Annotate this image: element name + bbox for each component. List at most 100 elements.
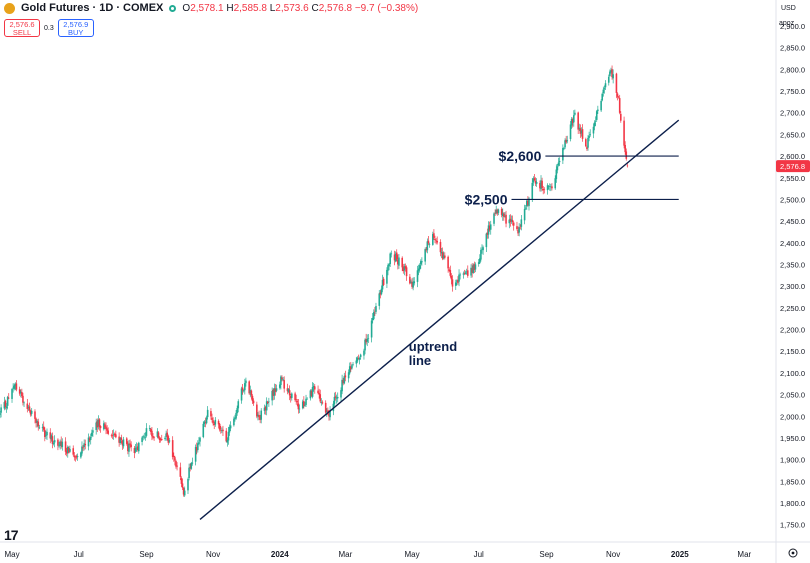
candle-body bbox=[104, 424, 106, 428]
candle-body bbox=[212, 420, 214, 424]
candle-body bbox=[604, 83, 607, 88]
y-tick-label: 2,850.0 bbox=[780, 44, 805, 53]
candle-body bbox=[444, 255, 446, 258]
x-tick-label: Nov bbox=[206, 550, 220, 559]
buy-button[interactable]: 2,576.9 BUY bbox=[57, 19, 94, 37]
candle-body bbox=[532, 178, 535, 183]
candle-body bbox=[133, 448, 136, 453]
candle-body bbox=[463, 273, 466, 275]
candle-body bbox=[189, 467, 191, 468]
candle-body bbox=[451, 279, 454, 287]
candle-body bbox=[602, 89, 605, 94]
symbol-header[interactable]: Gold Futures · 1D · COMEX O2,578.1 H2,58… bbox=[4, 2, 418, 14]
candle-body bbox=[358, 358, 361, 360]
x-tick-label: Jul bbox=[74, 550, 84, 559]
candle-body bbox=[547, 186, 550, 187]
candle-body bbox=[229, 425, 232, 429]
candle-body bbox=[153, 437, 155, 438]
candle-body bbox=[359, 354, 362, 358]
candle-body bbox=[600, 100, 602, 111]
sell-label: SELL bbox=[12, 28, 32, 37]
candle-body bbox=[411, 281, 413, 287]
x-tick-label: 2024 bbox=[271, 550, 289, 559]
candle-body bbox=[334, 396, 337, 398]
candle-body bbox=[166, 432, 169, 437]
candle-body bbox=[98, 419, 101, 428]
candle-body bbox=[585, 139, 587, 147]
candle-body bbox=[226, 439, 229, 443]
candle-body bbox=[83, 443, 85, 447]
candle-body bbox=[319, 394, 322, 402]
candle-body bbox=[456, 280, 458, 282]
candle-body bbox=[610, 70, 612, 73]
candle-body bbox=[87, 437, 90, 447]
candle-body bbox=[489, 224, 492, 230]
tradingview-logo[interactable]: 17 bbox=[4, 527, 19, 543]
candle-body bbox=[510, 219, 513, 222]
candle-body bbox=[66, 446, 69, 453]
candle-body bbox=[60, 441, 63, 446]
unit-label[interactable]: apoz bbox=[779, 20, 795, 27]
candle-body bbox=[19, 391, 22, 394]
candle-body bbox=[195, 447, 198, 451]
candle-body bbox=[372, 312, 375, 319]
candle-body bbox=[249, 389, 252, 394]
symbol-title[interactable]: Gold Futures · 1D · COMEX bbox=[21, 2, 164, 14]
buy-price: 2,576.9 bbox=[63, 20, 89, 29]
candle-body bbox=[342, 380, 344, 384]
candle-body bbox=[57, 439, 59, 446]
candle-body bbox=[46, 431, 48, 436]
last-price-tag bbox=[776, 160, 810, 173]
candle-body bbox=[179, 467, 182, 477]
sell-button[interactable]: 2,576.6 SELL bbox=[4, 19, 40, 37]
candle-body bbox=[95, 422, 97, 430]
candle-body bbox=[99, 425, 102, 429]
candle-body bbox=[252, 400, 255, 404]
candle-body bbox=[203, 421, 206, 425]
candle-body bbox=[512, 222, 515, 226]
candle-body bbox=[486, 232, 489, 235]
candle-body bbox=[280, 376, 282, 385]
candle-body bbox=[556, 166, 559, 171]
candle-body bbox=[609, 71, 611, 76]
market-status-icon[interactable] bbox=[169, 4, 177, 12]
candle-body bbox=[182, 488, 185, 495]
candle-body bbox=[138, 442, 140, 452]
candle-body bbox=[433, 233, 435, 238]
x-tick-label: Mar bbox=[338, 550, 352, 559]
candle-body bbox=[68, 447, 70, 453]
candle-body bbox=[12, 387, 14, 389]
candle-body bbox=[617, 96, 620, 98]
candle-body bbox=[379, 292, 382, 295]
uptrend-label: line bbox=[409, 353, 431, 368]
candle-body bbox=[282, 379, 284, 380]
settings-icon bbox=[788, 548, 798, 558]
currency-label[interactable]: USD bbox=[781, 5, 796, 12]
y-tick-label: 2,900.0 bbox=[780, 22, 805, 31]
candle-body bbox=[370, 320, 373, 338]
candle-body bbox=[295, 399, 297, 401]
candle-body bbox=[378, 293, 381, 306]
candle-body bbox=[219, 430, 222, 431]
y-tick-label: 2,700.0 bbox=[780, 109, 805, 118]
candle-body bbox=[298, 408, 301, 410]
candle-body bbox=[44, 429, 46, 437]
candle-body bbox=[548, 186, 551, 187]
candle-body bbox=[589, 134, 591, 136]
candle-body bbox=[41, 427, 44, 429]
candle-body bbox=[65, 450, 68, 454]
candle-body bbox=[234, 417, 236, 420]
candle-body bbox=[263, 407, 266, 411]
candle-body bbox=[164, 437, 166, 440]
candle-body bbox=[357, 358, 360, 359]
candle-body bbox=[393, 254, 396, 261]
candle-body bbox=[382, 278, 385, 285]
low-value: 2,573.6 bbox=[275, 2, 309, 14]
candle-body bbox=[371, 317, 374, 321]
candle-body bbox=[592, 126, 595, 134]
candle-body bbox=[26, 403, 29, 409]
candle-body bbox=[129, 443, 131, 445]
y-tick-label: 2,400.0 bbox=[780, 239, 805, 248]
candle-body bbox=[487, 225, 490, 235]
